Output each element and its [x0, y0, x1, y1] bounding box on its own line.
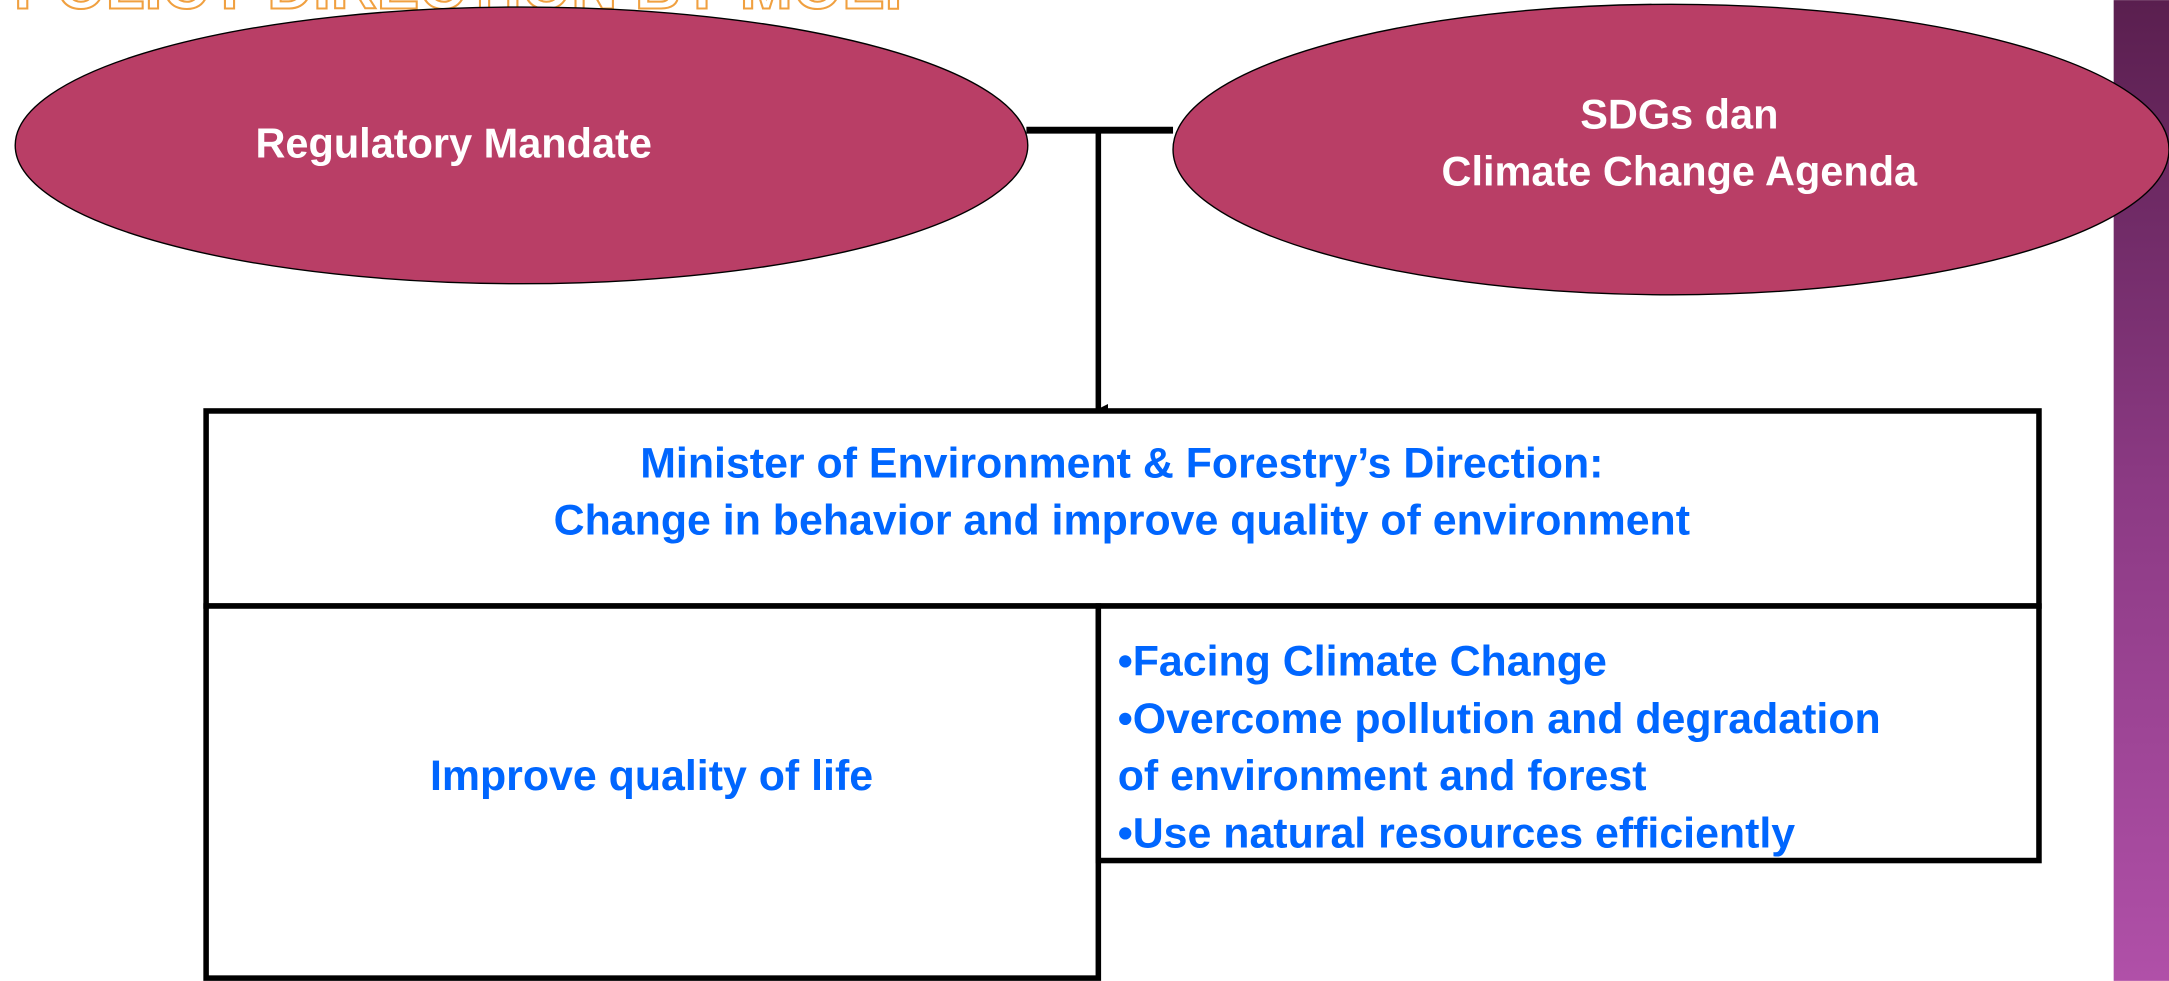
node-label: Minister of Environment & Forestry’s Dir… [640, 440, 1603, 488]
node-label: Climate Change Agenda [1442, 147, 1919, 194]
node-label: •Overcome pollution and degradation [1118, 695, 1881, 743]
node-label: of environment and forest [1118, 752, 1647, 800]
node-label: Regulatory Mandate [255, 120, 651, 167]
node-label: Improve quality of life [430, 752, 873, 800]
box [203, 408, 2042, 609]
node-label: •Facing Climate Change [1118, 637, 1607, 685]
node-label: •Use natural resources efficiently [1118, 810, 1796, 858]
ellipse [14, 6, 1029, 285]
box [1095, 603, 2042, 864]
node-label: SDGs dan [1580, 91, 1778, 138]
box [203, 603, 1102, 981]
node-label: Change in behavior and improve quality o… [554, 496, 1690, 544]
ellipse [1172, 3, 2169, 296]
